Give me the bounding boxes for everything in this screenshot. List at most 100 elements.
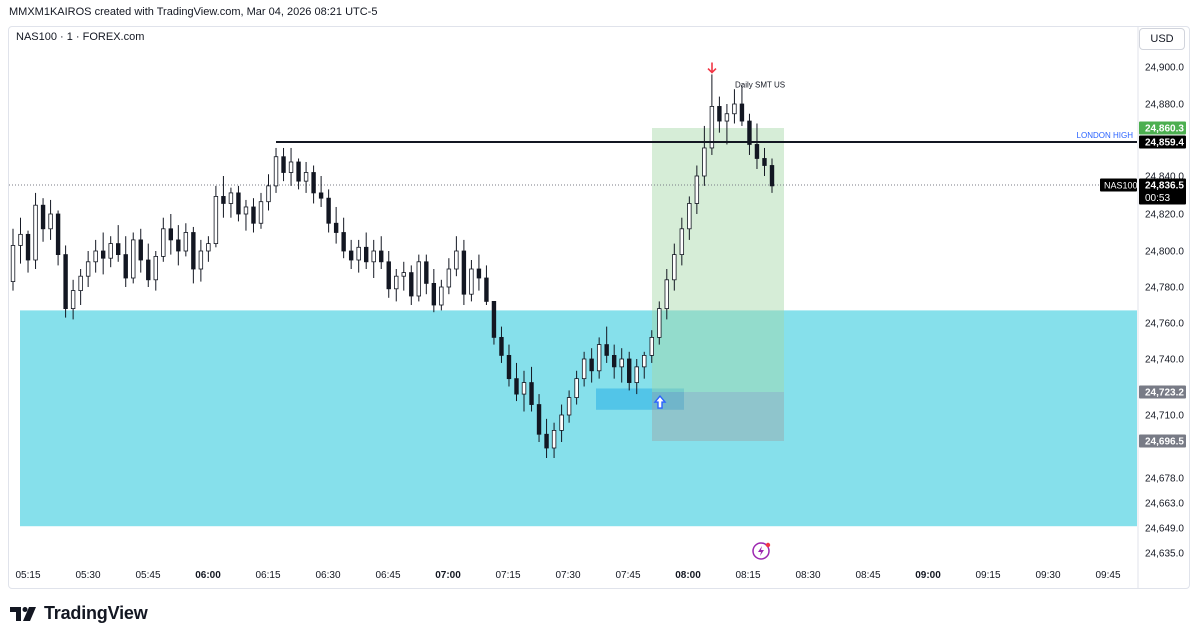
candle[interactable]: [356, 246, 361, 261]
candle[interactable]: [461, 250, 467, 295]
candle[interactable]: [394, 275, 399, 290]
candle[interactable]: [469, 268, 474, 295]
candle[interactable]: [123, 254, 128, 279]
candle[interactable]: [288, 161, 294, 173]
tradingview-logo[interactable]: TradingView: [10, 603, 148, 624]
candle[interactable]: [70, 290, 76, 310]
chart-pane[interactable]: [8, 26, 1190, 589]
candle[interactable]: [559, 414, 564, 431]
candle[interactable]: [536, 404, 542, 435]
candle[interactable]: [664, 279, 669, 309]
candle[interactable]: [747, 120, 752, 145]
candle[interactable]: [769, 165, 775, 187]
candle[interactable]: [311, 172, 316, 194]
candle[interactable]: [491, 300, 497, 338]
candle[interactable]: [33, 204, 38, 261]
symbol-info[interactable]: NAS100 · 1 · FOREX.com: [16, 31, 145, 43]
candle[interactable]: [296, 161, 301, 182]
candle[interactable]: [446, 268, 452, 288]
candle[interactable]: [386, 261, 391, 290]
candle[interactable]: [363, 246, 369, 263]
candle[interactable]: [333, 222, 339, 233]
candle[interactable]: [273, 156, 279, 187]
candle[interactable]: [476, 268, 482, 279]
candle[interactable]: [702, 147, 707, 177]
candle[interactable]: [694, 175, 700, 204]
candle[interactable]: [18, 233, 23, 246]
candle[interactable]: [348, 250, 354, 261]
position-stop-zone[interactable]: [652, 392, 784, 441]
candle[interactable]: [281, 156, 286, 173]
candle[interactable]: [243, 206, 249, 215]
candle[interactable]: [409, 272, 414, 297]
candle[interactable]: [206, 243, 211, 252]
candle[interactable]: [566, 397, 572, 416]
candle[interactable]: [221, 196, 226, 204]
candle[interactable]: [506, 354, 512, 380]
candle[interactable]: [138, 239, 143, 261]
candle[interactable]: [100, 250, 106, 259]
candle[interactable]: [48, 213, 53, 230]
candle[interactable]: [176, 239, 181, 252]
candle[interactable]: [672, 254, 677, 281]
candle[interactable]: [228, 192, 234, 204]
candle[interactable]: [521, 382, 527, 395]
candle[interactable]: [454, 250, 459, 270]
candle[interactable]: [514, 378, 519, 395]
candle[interactable]: [401, 272, 406, 277]
candle[interactable]: [627, 358, 632, 383]
candle[interactable]: [634, 366, 639, 383]
candle[interactable]: [25, 233, 31, 261]
candle[interactable]: [266, 185, 271, 203]
candle[interactable]: [717, 106, 722, 122]
candle[interactable]: [303, 172, 309, 182]
candle[interactable]: [55, 213, 61, 255]
candle[interactable]: [739, 103, 745, 122]
candle[interactable]: [439, 286, 444, 306]
candle[interactable]: [589, 358, 594, 372]
candle[interactable]: [431, 282, 437, 306]
candle[interactable]: [318, 192, 324, 199]
candle[interactable]: [657, 308, 662, 338]
candle[interactable]: [63, 254, 68, 310]
candle[interactable]: [499, 336, 504, 356]
candle[interactable]: [679, 228, 685, 256]
candle[interactable]: [732, 103, 737, 115]
candle[interactable]: [596, 344, 602, 372]
candle[interactable]: [544, 433, 549, 449]
candle[interactable]: [371, 250, 376, 263]
candle[interactable]: [642, 354, 647, 368]
candle[interactable]: [93, 250, 98, 263]
candle[interactable]: [709, 106, 715, 149]
candle[interactable]: [131, 239, 136, 279]
candle[interactable]: [146, 259, 151, 281]
candle[interactable]: [10, 245, 16, 282]
candle[interactable]: [341, 232, 346, 252]
candle[interactable]: [183, 232, 189, 252]
candle[interactable]: [649, 336, 654, 356]
candle[interactable]: [416, 261, 422, 297]
candle[interactable]: [108, 243, 113, 259]
candle[interactable]: [724, 113, 730, 122]
candle[interactable]: [153, 255, 158, 281]
candle[interactable]: [213, 196, 219, 244]
candle[interactable]: [604, 344, 609, 356]
candle[interactable]: [574, 378, 579, 398]
candle[interactable]: [424, 261, 429, 284]
candle[interactable]: [619, 358, 624, 368]
candle[interactable]: [161, 228, 166, 257]
candle[interactable]: [236, 192, 241, 215]
demand-zone[interactable]: [20, 310, 1137, 527]
candle[interactable]: [581, 358, 587, 380]
candle[interactable]: [191, 232, 196, 270]
candle[interactable]: [484, 277, 489, 302]
candle[interactable]: [551, 430, 557, 449]
candle[interactable]: [529, 382, 534, 405]
candle[interactable]: [754, 144, 760, 159]
currency-button[interactable]: USD: [1139, 28, 1185, 50]
candle[interactable]: [85, 261, 91, 277]
candle[interactable]: [258, 201, 264, 224]
candle[interactable]: [198, 250, 204, 270]
candle[interactable]: [78, 275, 83, 292]
